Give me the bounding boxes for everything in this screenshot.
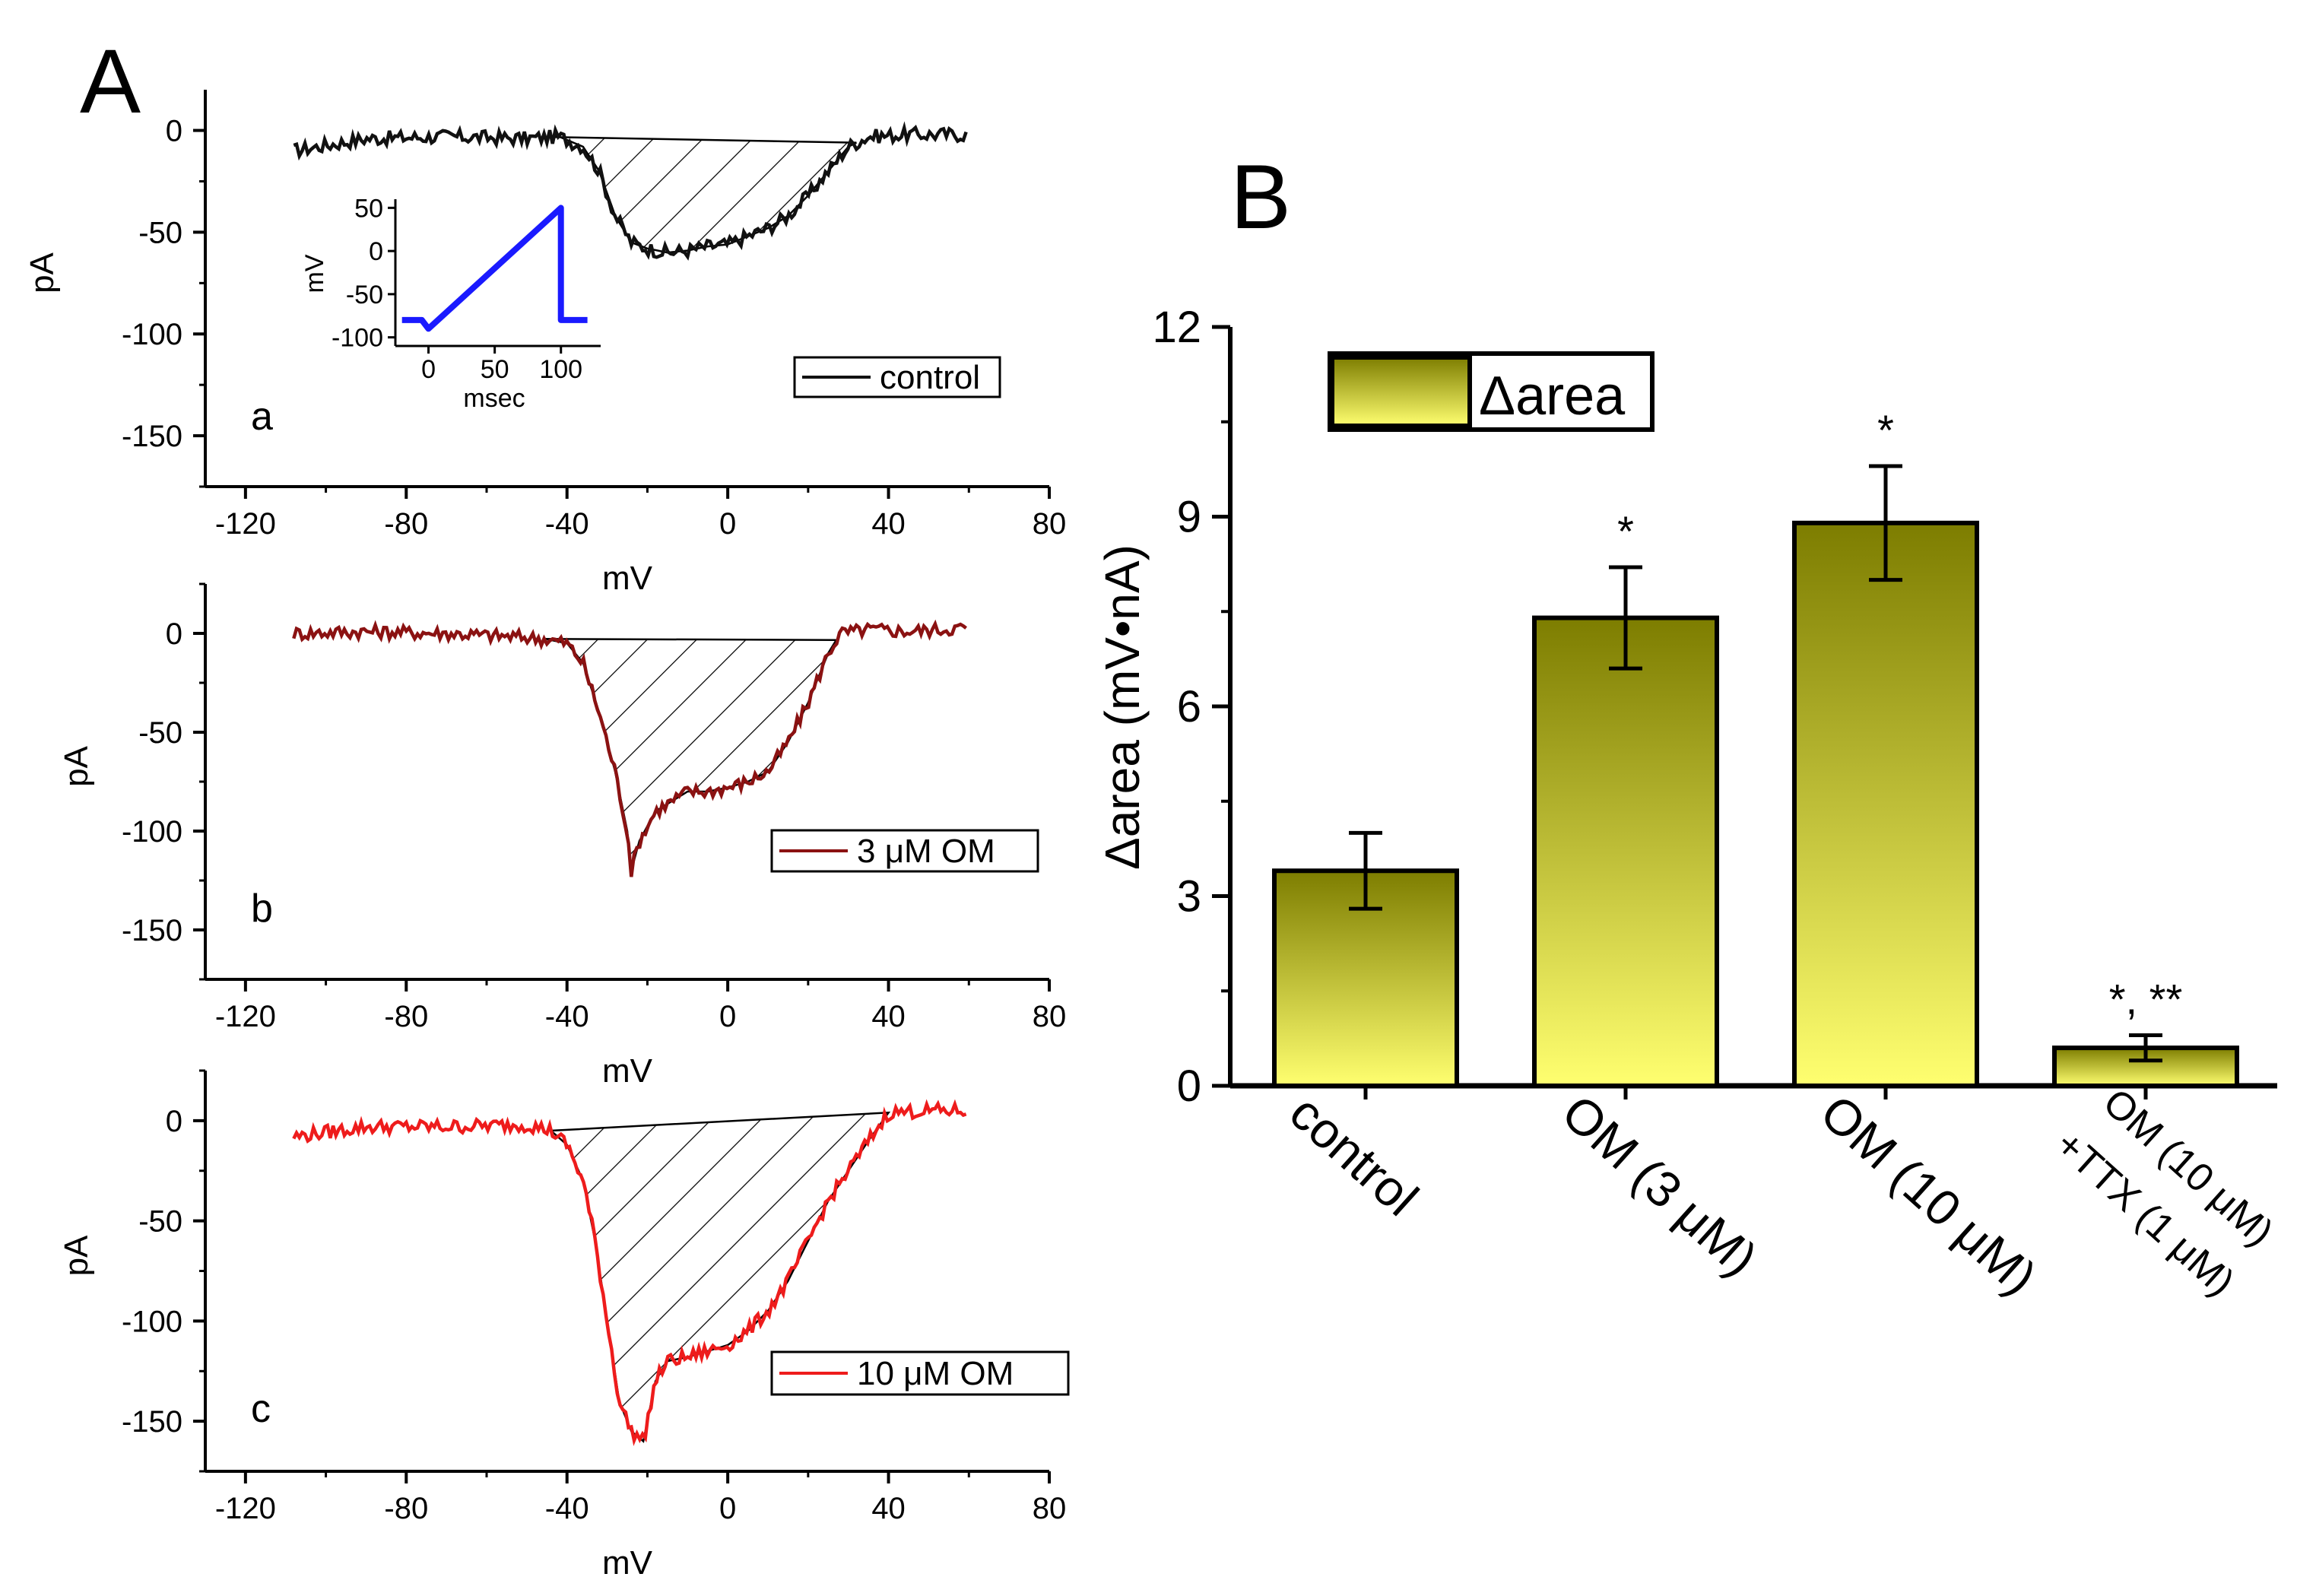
x-tick-label: -80	[384, 1000, 428, 1033]
inset-voltage-ramp	[401, 205, 588, 332]
y-tick-label: -150	[122, 420, 182, 453]
y-tick-label: 0	[166, 617, 182, 651]
y-tick-label: 6	[1177, 682, 1201, 731]
legend-label: 10 μM OM	[857, 1355, 1014, 1392]
trace-line	[292, 1099, 967, 1446]
x-tick-label: -80	[384, 507, 428, 541]
subplot-letter: a	[251, 395, 273, 439]
bar	[1792, 520, 1979, 1088]
y-tick-label: 0	[166, 1105, 182, 1138]
subplot-b: -120 -80 -40 0 40 80 0 -50 -100 -150 mV pA b 3 μM OM	[58, 582, 1067, 1090]
inset-x-axis-label: msec	[463, 384, 525, 413]
y-tick-label: 0	[166, 115, 182, 148]
y-tick-label: 0	[1177, 1061, 1201, 1111]
x-axis-label: mV	[602, 1052, 653, 1090]
x-axis-label: mV	[602, 1544, 653, 1582]
x-category-label: OM (3 μM)	[1552, 1084, 1769, 1287]
y-axis-label: Δarea (mV•nA)	[1095, 544, 1150, 870]
y-tick-label: -50	[138, 1205, 182, 1239]
trace-line	[293, 121, 968, 261]
y-tick-label: -50	[138, 216, 182, 249]
x-tick-label: -120	[215, 1000, 276, 1033]
x-tick-label: 80	[1033, 507, 1067, 541]
subplot-c: -120 -80 -40 0 40 80 0 -50 -100 -150 mV pA c 10 μM OM	[58, 1069, 1070, 1582]
x-tick-label: 40	[871, 1000, 906, 1033]
legend-swatch	[1330, 355, 1472, 428]
inset-x-tick-label: 0	[421, 355, 436, 384]
x-tick-label: 0	[719, 1492, 736, 1525]
y-axis-label: pA	[58, 745, 95, 786]
x-tick-label: 0	[719, 1000, 736, 1033]
y-tick-label: -100	[122, 318, 182, 351]
significance-marker: *	[1617, 507, 1634, 555]
y-tick-label: -100	[122, 815, 182, 849]
y-tick-label: -150	[122, 1405, 182, 1439]
y-axis-label: pA	[24, 252, 61, 293]
inset-y-tick-label: -100	[332, 324, 383, 353]
legend-label: Δarea	[1479, 366, 1626, 427]
x-tick-label: 80	[1033, 1492, 1067, 1525]
x-axis-label: mV	[602, 560, 653, 597]
inset-x-tick-label: 100	[539, 355, 582, 384]
subplot-a: -120 -80 -40 0 40 80 0 -50 -100 -150 mV pA a control 0…	[24, 90, 1066, 597]
panel-a-label: A	[80, 30, 141, 132]
x-tick-label: 80	[1033, 1000, 1067, 1033]
x-tick-label: -40	[545, 507, 589, 541]
trace-line	[292, 619, 967, 877]
x-tick-label: 40	[871, 1492, 906, 1525]
subplot-letter: b	[251, 887, 273, 931]
x-tick-label: -40	[545, 1000, 589, 1033]
x-tick-label: 0	[719, 507, 736, 541]
x-tick-label: -120	[215, 507, 276, 541]
legend-label: control	[880, 359, 980, 396]
y-tick-label: -50	[138, 716, 182, 750]
inset-y-axis-label: mV	[300, 254, 329, 293]
y-axis-label: pA	[58, 1235, 95, 1276]
y-tick-label: -150	[122, 914, 182, 947]
bar-chart: 0 3 6 9 12 Δarea (mV•nA) * * *, ** control OM (3 μ…	[1095, 303, 2282, 1306]
significance-marker: *	[1877, 406, 1894, 454]
inset-y-tick-label: 50	[354, 194, 383, 223]
y-tick-label: -100	[122, 1305, 182, 1338]
x-category-label: control	[1280, 1084, 1429, 1226]
x-tick-label: -120	[215, 1492, 276, 1525]
x-tick-label: -80	[384, 1492, 428, 1525]
inset-x-tick-label: 50	[481, 355, 509, 384]
subplot-letter: c	[251, 1387, 271, 1431]
legend-label: 3 μM OM	[857, 833, 995, 870]
bar	[1532, 615, 1719, 1088]
inset-y-tick-label: 0	[369, 237, 383, 266]
x-tick-label: -40	[545, 1492, 589, 1525]
x-tick-label: 40	[871, 507, 906, 541]
inset-y-tick-label: -50	[346, 281, 383, 309]
y-tick-label: 9	[1177, 493, 1201, 542]
y-tick-label: 12	[1152, 303, 1201, 352]
x-category-label: OM (10 μM)	[1810, 1084, 2048, 1305]
panel-b-label: B	[1230, 146, 1291, 248]
y-tick-label: 3	[1177, 872, 1201, 922]
significance-marker: *, **	[2109, 975, 2183, 1023]
